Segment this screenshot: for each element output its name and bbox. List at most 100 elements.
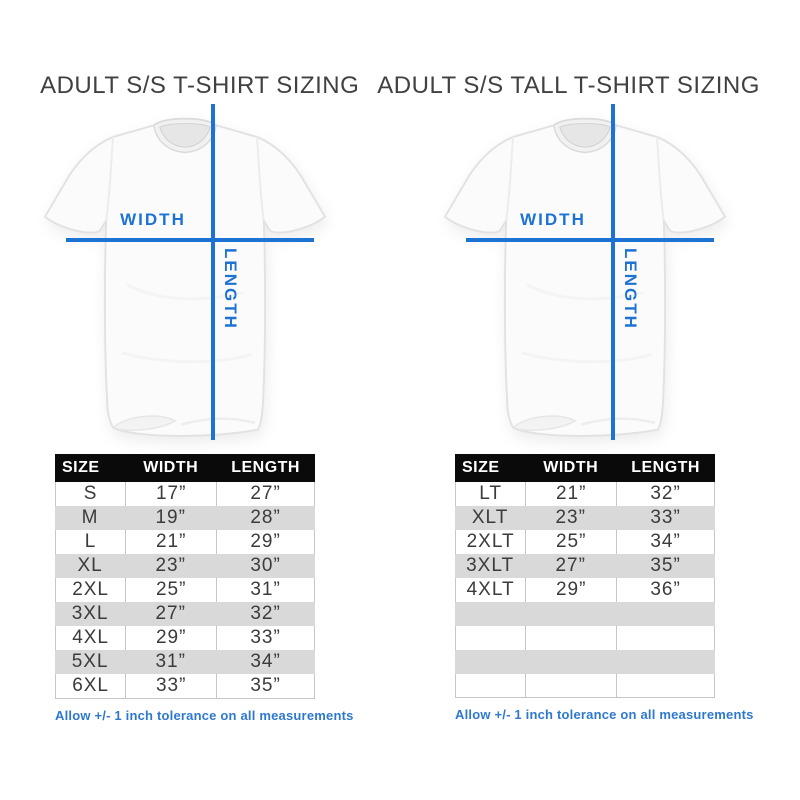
table-row: 2XLT 25” 34” xyxy=(455,530,715,554)
tshirt-sleeve-seam-right xyxy=(255,136,265,221)
tolerance-note: Allow +/- 1 inch tolerance on all measur… xyxy=(55,708,354,723)
regular-panel-title: ADULT S/S T-SHIRT SIZING xyxy=(40,72,360,99)
table-row xyxy=(455,626,715,650)
tshirt-body-wrinkle-2 xyxy=(121,351,252,364)
tshirt-image xyxy=(443,117,727,437)
width-measure-line xyxy=(466,238,714,242)
table-cell: 2XL xyxy=(55,578,125,602)
table-cell xyxy=(455,674,526,698)
table-row xyxy=(455,650,715,674)
table-cell: 3XL xyxy=(71,603,109,624)
table-cell: 33” xyxy=(125,674,217,699)
table-row: 6XL 33” 35” xyxy=(55,674,315,699)
table-cell: 34” xyxy=(616,530,715,554)
table-cell xyxy=(616,602,715,626)
tall-size-table: SIZE WIDTH LENGTH LT 21” 32” XLT 23” 33” 2XLT 25” 3… xyxy=(455,454,715,698)
table-cell: 5XL xyxy=(71,651,109,672)
table-cell: 33” xyxy=(216,626,315,650)
length-label: LENGTH xyxy=(221,248,240,330)
tshirt-sleeve-seam-left xyxy=(505,136,515,221)
tshirt-hem-wrinkle xyxy=(180,417,256,426)
tshirt-collar-opening xyxy=(559,123,611,148)
table-cell: 28” xyxy=(250,507,281,528)
table-row: 5XL 31” 34” xyxy=(55,650,315,674)
table-row: 3XLT 27” 35” xyxy=(455,554,715,578)
table-header-row: SIZE WIDTH LENGTH xyxy=(55,454,315,482)
tshirt-hem-wrinkle xyxy=(580,417,656,426)
table-cell: 3XLT xyxy=(466,555,515,576)
tshirt-sleeve-seam-left xyxy=(105,136,115,221)
table-row: 4XLT 29” 36” xyxy=(455,578,715,602)
table-cell xyxy=(525,602,616,626)
tshirt-silhouette xyxy=(443,117,727,437)
tshirt-collar-opening xyxy=(159,123,211,148)
table-cell xyxy=(525,674,617,698)
column-header: LENGTH xyxy=(616,454,715,482)
table-cell: 4XLT xyxy=(455,578,525,602)
tshirt-body-wrinkle-2 xyxy=(521,351,652,364)
table-cell: 25” xyxy=(125,578,216,602)
panels-container: WIDTH LENGTH SIZE WIDTH LENGTH S 17” 27” M 19” 2… xyxy=(0,100,800,723)
tshirt-silhouette xyxy=(43,117,327,437)
table-row: S 17” 27” xyxy=(55,482,315,506)
table-cell: 29” xyxy=(525,578,616,602)
table-cell: 32” xyxy=(616,482,715,506)
column-header: SIZE xyxy=(455,454,526,482)
table-row: LT 21” 32” xyxy=(455,482,715,506)
table-row: XL 23” 30” xyxy=(55,554,315,578)
table-cell xyxy=(455,626,525,650)
table-cell: M xyxy=(81,507,99,528)
table-cell xyxy=(455,650,525,674)
tshirt-body-wrinkle xyxy=(126,283,244,301)
titles-row: ADULT S/S T-SHIRT SIZING ADULT S/S TALL … xyxy=(0,0,800,100)
length-measure-line xyxy=(211,104,215,440)
table-cell: L xyxy=(55,530,125,554)
table-cell xyxy=(525,650,616,674)
tshirt-hem-fold xyxy=(511,415,577,431)
table-cell: 30” xyxy=(250,555,281,576)
table-cell: 21” xyxy=(525,482,616,506)
table-cell: 33” xyxy=(650,507,681,528)
table-cell: 4XL xyxy=(55,626,125,650)
table-cell: 27” xyxy=(555,555,586,576)
table-cell: 36” xyxy=(616,578,715,602)
table-row: 4XL 29” 33” xyxy=(55,626,315,650)
table-header-row: SIZE WIDTH LENGTH xyxy=(455,454,715,482)
table-cell: 2XLT xyxy=(455,530,525,554)
tshirt-sleeve-seam-right xyxy=(655,136,665,221)
tall-sizing-panel: WIDTH LENGTH SIZE WIDTH LENGTH LT 21” 32” XLT 2… xyxy=(400,100,800,723)
table-cell: 25” xyxy=(525,530,616,554)
column-header: WIDTH xyxy=(125,454,217,482)
tolerance-note: Allow +/- 1 inch tolerance on all measur… xyxy=(455,707,754,722)
table-cell: 29” xyxy=(125,626,216,650)
table-row: XLT 23” 33” xyxy=(455,506,715,530)
table-cell: 17” xyxy=(125,482,216,506)
table-cell: S xyxy=(55,482,125,506)
table-cell: 31” xyxy=(155,651,186,672)
regular-tshirt-diagram: WIDTH LENGTH xyxy=(0,104,372,446)
table-row: 3XL 27” 32” xyxy=(55,602,315,626)
table-cell xyxy=(616,626,715,650)
tshirt-hem-fold xyxy=(111,415,177,431)
table-cell: XL xyxy=(77,555,103,576)
regular-sizing-panel: WIDTH LENGTH SIZE WIDTH LENGTH S 17” 27” M 19” 2… xyxy=(0,100,400,723)
regular-size-table: SIZE WIDTH LENGTH S 17” 27” M 19” 28” L 21” 29” XL 23… xyxy=(55,454,315,699)
column-header: SIZE xyxy=(55,454,126,482)
table-cell: LT xyxy=(455,482,525,506)
width-label: WIDTH xyxy=(520,210,586,229)
table-cell: 23” xyxy=(555,507,586,528)
table-row: 2XL 25” 31” xyxy=(55,578,315,602)
table-cell: XLT xyxy=(471,507,509,528)
table-cell: 27” xyxy=(155,603,186,624)
table-cell: 21” xyxy=(125,530,216,554)
tall-tshirt-diagram: WIDTH LENGTH xyxy=(400,104,772,446)
table-row: L 21” 29” xyxy=(55,530,315,554)
table-cell xyxy=(616,674,715,698)
table-cell: 29” xyxy=(216,530,315,554)
tshirt-body-wrinkle xyxy=(526,283,644,301)
table-cell xyxy=(455,602,525,626)
table-cell: 34” xyxy=(250,651,281,672)
table-row: M 19” 28” xyxy=(55,506,315,530)
table-cell: 35” xyxy=(216,674,315,699)
